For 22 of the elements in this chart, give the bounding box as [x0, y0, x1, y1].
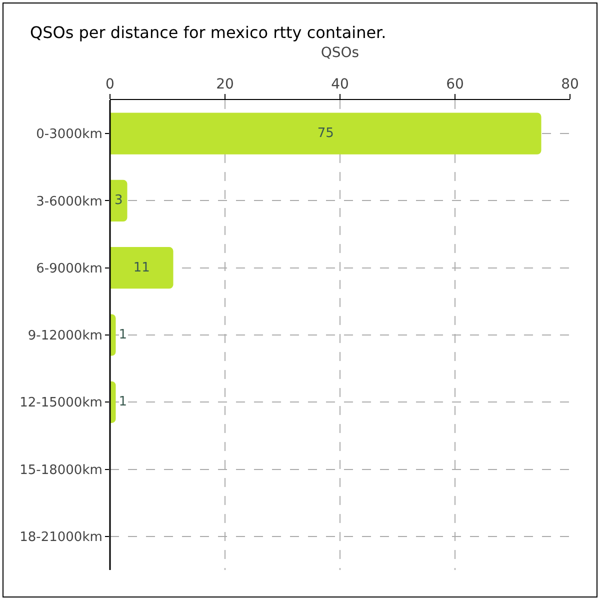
- y-tick-label: 18-21000km: [20, 530, 102, 545]
- bar: [110, 247, 174, 289]
- y-tick-label: 0-3000km: [36, 127, 102, 142]
- data-label: 3: [114, 193, 123, 208]
- data-label: 75: [317, 126, 334, 142]
- y-tick-label: 9-12000km: [28, 328, 102, 344]
- x-tick-label: 0: [106, 76, 114, 92]
- bar: [110, 112, 542, 154]
- x-tick-label: 80: [561, 76, 579, 92]
- y-tick-label: 15-18000km: [20, 462, 102, 478]
- y-tick-label: 6-9000km: [36, 261, 102, 276]
- x-tick-label: 40: [331, 76, 349, 92]
- data-label: 1: [118, 328, 128, 342]
- x-tick-label: 20: [216, 76, 234, 92]
- y-tick-label: 12-15000km: [20, 396, 102, 411]
- bar: [110, 180, 128, 222]
- data-label: 1: [118, 394, 128, 410]
- chart-title: QSOs per distance for mexico rtty container.: [30, 23, 386, 42]
- y-tick-label: 3-6000km: [36, 194, 102, 210]
- x-tick-label: 60: [446, 76, 464, 92]
- data-label: 11: [133, 260, 150, 276]
- x-axis-title: QSOs: [320, 45, 360, 61]
